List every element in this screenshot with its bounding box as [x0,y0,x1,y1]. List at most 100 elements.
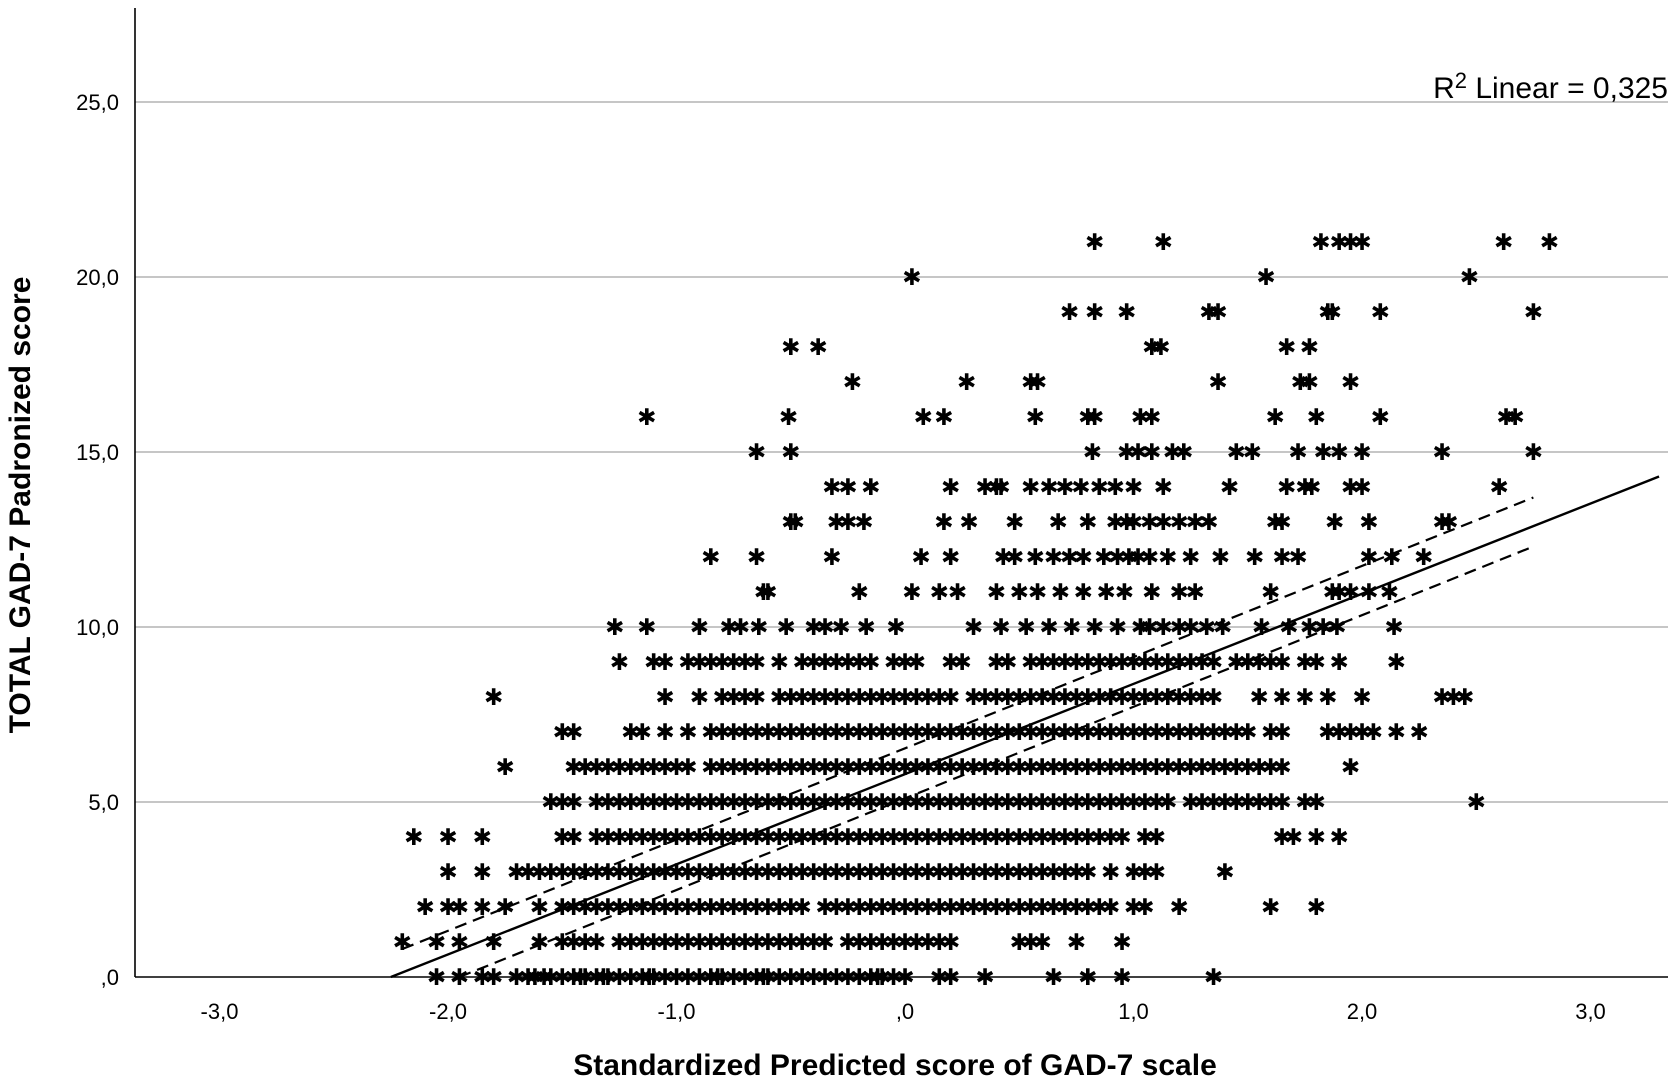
scatter-point: ✱ [598,859,617,885]
x-axis-title: Standardized Predicted score of GAD-7 sc… [573,1049,1217,1082]
scatter-point: ✱ [941,964,960,990]
scatter-point: ✱ [1384,614,1403,640]
scatter-point: ✱ [1352,684,1371,710]
scatter-point: ✱ [975,964,994,990]
scatter-point: ✱ [770,964,789,990]
scatter-point: ✱ [713,649,732,675]
scatter-point: ✱ [564,964,583,990]
scatter-point: ✱ [747,754,766,780]
scatter-point: ✱ [587,894,606,920]
scatter-point: ✱ [1311,229,1330,255]
scatter-point: ✱ [918,929,937,955]
scatter-point: ✱ [690,929,709,955]
scatter-point: ✱ [1154,509,1173,535]
scatter-point: ✱ [1318,299,1337,325]
scatter-point: ✱ [770,754,789,780]
scatter-point: ✱ [1238,789,1257,815]
scatter-point: ✱ [1044,964,1063,990]
scatter-point: ✱ [987,894,1006,920]
scatter-point: ✱ [930,929,949,955]
scatter-point: ✱ [633,824,652,850]
scatter-point: ✱ [1032,754,1051,780]
scatter-point: ✱ [843,369,862,395]
scatter-point: ✱ [1238,649,1257,675]
scatter-point: ✱ [1142,579,1161,605]
scatter-point: ✱ [747,544,766,570]
scatter-point: ✱ [564,719,583,745]
scatter-point: ✱ [1186,509,1205,535]
scatter-point: ✱ [633,719,652,745]
scatter-point: ✱ [553,894,572,920]
scatter-point: ✱ [621,824,640,850]
scatter-point: ✱ [690,824,709,850]
scatter-point: ✱ [575,964,594,990]
scatter-point: ✱ [678,824,697,850]
scatter-point: ✱ [1085,404,1104,430]
x-tick-label: 1,0 [1118,999,1149,1024]
scatter-point: ✱ [1021,684,1040,710]
scatter-point: ✱ [610,894,629,920]
scatter-point: ✱ [884,684,903,710]
scatter-point: ✱ [1010,684,1029,710]
scatter-point: ✱ [1044,754,1063,780]
scatter-point: ✱ [1227,439,1246,465]
scatter-point: ✱ [1277,474,1296,500]
scatter-point: ✱ [850,964,869,990]
scatter-point: ✱ [735,754,754,780]
scatter-point: ✱ [895,684,914,710]
scatter-point: ✱ [564,789,583,815]
scatter-point: ✱ [1078,859,1097,885]
scatter-point: ✱ [1327,614,1346,640]
scatter-point: ✱ [987,719,1006,745]
scatter-point: ✱ [1032,894,1051,920]
axes [134,8,1668,978]
scatter-point: ✱ [758,754,777,780]
scatter-point: ✱ [952,754,971,780]
scatter-point: ✱ [857,614,876,640]
scatter-point: ✱ [959,509,978,535]
scatter-point: ✱ [621,719,640,745]
scatter-point: ✱ [530,859,549,885]
r2-text: Linear = 0,325 [1467,72,1668,105]
scatter-point: ✱ [998,824,1017,850]
scatter-point: ✱ [610,964,629,990]
scatter-point: ✱ [770,929,789,955]
scatter-point: ✱ [1341,719,1360,745]
scatter-point: ✱ [838,754,857,780]
scatter-point: ✱ [1112,789,1131,815]
scatter-point: ✱ [438,824,457,850]
scatter-point: ✱ [758,894,777,920]
scatter-point: ✱ [1272,754,1291,780]
scatter-point: ✱ [633,894,652,920]
scatter-point: ✱ [1090,474,1109,500]
scatter-point: ✱ [1083,439,1102,465]
scatter-point: ✱ [831,614,850,640]
scatter-point: ✱ [1238,754,1257,780]
scatter-point: ✱ [838,894,857,920]
y-tick-labels: ,0 5,0 10,0 15,0 20,0 25,0 [76,90,119,990]
scatter-point: ✱ [735,789,754,815]
scatter-point: ✱ [1044,649,1063,675]
scatter-point: ✱ [655,964,674,990]
scatter-point: ✱ [1078,649,1097,675]
scatter-point: ✱ [598,894,617,920]
scatter-point: ✱ [1261,579,1280,605]
scatter-point: ✱ [809,334,828,360]
scatter-point: ✱ [678,894,697,920]
scatter-point: ✱ [1090,649,1109,675]
scatter-point: ✱ [850,894,869,920]
scatter-point: ✱ [1158,789,1177,815]
scatter-point: ✱ [621,929,640,955]
scatter-point: ✱ [1067,754,1086,780]
scatter-point: ✱ [1250,754,1269,780]
scatter-point: ✱ [838,684,857,710]
scatter-point: ✱ [1060,299,1079,325]
scatter-point: ✱ [918,684,937,710]
scatter-point: ✱ [1044,719,1063,745]
scatter-point: ✱ [1044,894,1063,920]
scatter-point: ✱ [1096,579,1115,605]
scatter-point: ✱ [1078,754,1097,780]
scatter-point: ✱ [701,789,720,815]
scatter-point: ✱ [1044,544,1063,570]
scatter-point: ✱ [655,859,674,885]
